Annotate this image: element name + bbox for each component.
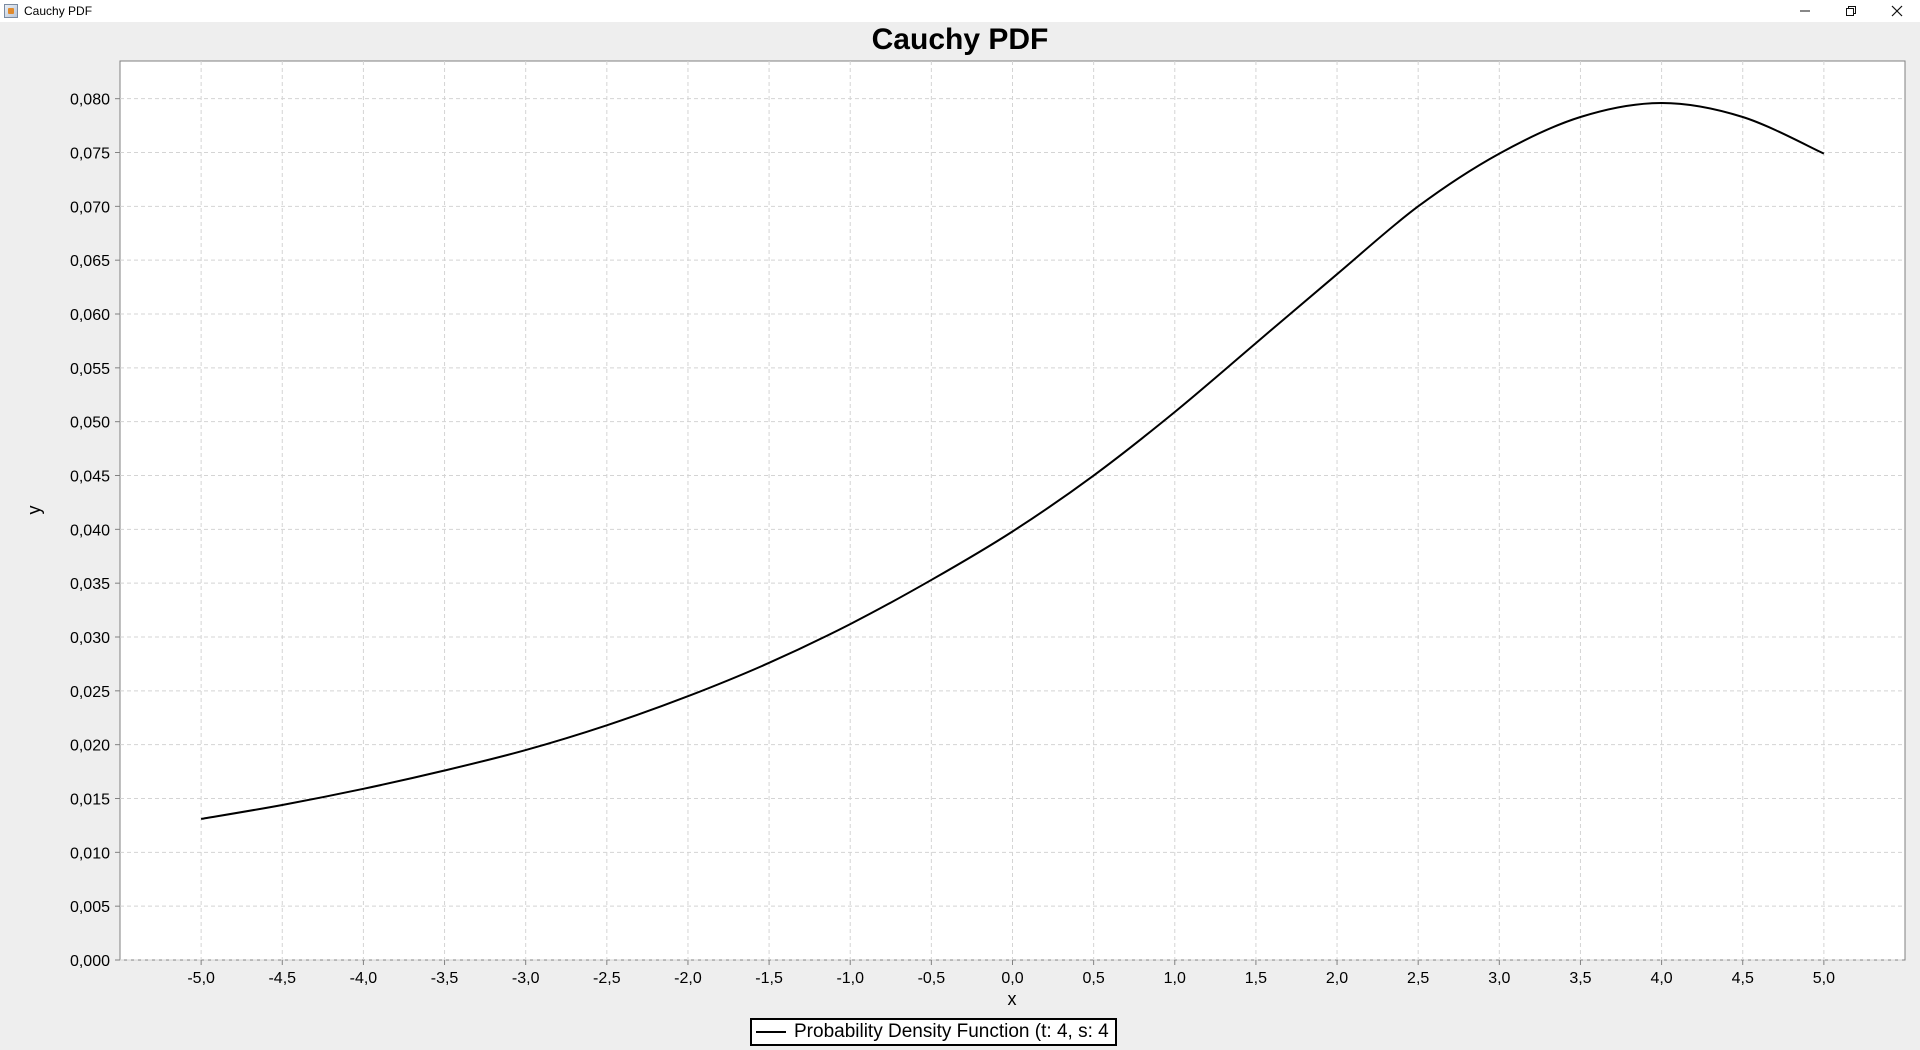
x-tick-label: -0,5 bbox=[918, 970, 946, 987]
x-tick-label: -4,0 bbox=[350, 970, 378, 987]
close-button[interactable] bbox=[1874, 0, 1920, 22]
y-tick-label: 0,045 bbox=[70, 469, 110, 486]
x-tick-label: -5,0 bbox=[187, 970, 215, 987]
y-tick-label: 0,070 bbox=[70, 199, 110, 216]
y-tick-label: 0,080 bbox=[70, 92, 110, 109]
grid-lines bbox=[120, 61, 1905, 961]
chart-canvas: Cauchy PDF 0,0000,0050,0100,0150,0200,02… bbox=[24, 23, 1906, 1009]
x-tick-label: -4,5 bbox=[268, 970, 296, 987]
x-tick-label: -3,0 bbox=[512, 970, 540, 987]
y-tick-label: 0,040 bbox=[70, 522, 110, 539]
y-tick-label: 0,000 bbox=[70, 953, 110, 970]
x-axis-label: x bbox=[1008, 989, 1017, 1009]
x-tick-label: -1,0 bbox=[836, 970, 864, 987]
restore-button[interactable] bbox=[1828, 0, 1874, 22]
x-tick-label: 3,0 bbox=[1488, 970, 1510, 987]
restore-icon bbox=[1846, 6, 1856, 16]
x-tick-label: 0,0 bbox=[1001, 970, 1023, 987]
y-tick-label: 0,060 bbox=[70, 307, 110, 324]
x-tick-label: 2,0 bbox=[1326, 970, 1348, 987]
x-tick-label: 0,5 bbox=[1083, 970, 1105, 987]
y-tick-label: 0,025 bbox=[70, 684, 110, 701]
x-tick-label: 1,5 bbox=[1245, 970, 1267, 987]
x-axis-ticks: -5,0 -4,5 -4,0 -3,5 -3,0 -2,5 -2,0 -1,5 -1,0 -0,5… bbox=[187, 960, 1835, 987]
y-tick-label: 0,010 bbox=[70, 845, 110, 862]
y-tick-label: 0,075 bbox=[70, 146, 110, 163]
y-tick-label: 0,005 bbox=[70, 899, 110, 916]
y-axis-ticks: 0,000 0,005 0,010 0,015 0,020 0,025 0,030 0,035… bbox=[70, 92, 120, 970]
close-icon bbox=[1891, 5, 1903, 17]
y-tick-label: 0,020 bbox=[70, 738, 110, 755]
x-tick-label: 5,0 bbox=[1813, 970, 1835, 987]
x-tick-label: -1,5 bbox=[755, 970, 783, 987]
y-tick-label: 0,035 bbox=[70, 576, 110, 593]
window-title: Cauchy PDF bbox=[24, 4, 93, 18]
legend-line-swatch bbox=[756, 1031, 786, 1033]
series-group bbox=[200, 101, 1825, 820]
x-tick-label: 2,5 bbox=[1407, 970, 1429, 987]
legend-label: Probability Density Function (t: 4, s: 4 bbox=[794, 1021, 1109, 1042]
minimize-button[interactable] bbox=[1782, 0, 1828, 22]
x-tick-label: 3,5 bbox=[1569, 970, 1591, 987]
y-tick-label: 0,050 bbox=[70, 415, 110, 432]
y-tick-label: 0,015 bbox=[70, 792, 110, 809]
x-tick-label: -3,5 bbox=[431, 970, 459, 987]
x-tick-label: 4,0 bbox=[1650, 970, 1672, 987]
y-tick-label: 0,030 bbox=[70, 630, 110, 647]
x-tick-label: -2,0 bbox=[674, 970, 702, 987]
chart-title: Cauchy PDF bbox=[872, 23, 1049, 56]
chart-legend: Probability Density Function (t: 4, s: 4 bbox=[750, 1018, 1117, 1046]
java-app-icon bbox=[4, 4, 18, 18]
window-controls bbox=[1782, 0, 1920, 22]
x-tick-label: 1,0 bbox=[1164, 970, 1186, 987]
y-axis-label: y bbox=[24, 506, 44, 515]
minimize-icon bbox=[1800, 10, 1810, 12]
x-tick-label: -2,5 bbox=[593, 970, 621, 987]
series-line bbox=[200, 101, 1825, 820]
window-title-bar: Cauchy PDF bbox=[0, 0, 1920, 22]
y-tick-label: 0,065 bbox=[70, 253, 110, 270]
y-tick-label: 0,055 bbox=[70, 361, 110, 378]
x-tick-label: 4,5 bbox=[1732, 970, 1754, 987]
